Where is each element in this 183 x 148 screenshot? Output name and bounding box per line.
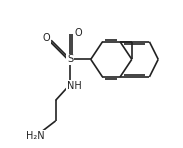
Text: O: O	[43, 33, 51, 43]
Text: H₂N: H₂N	[26, 131, 44, 141]
Text: NH: NH	[67, 81, 82, 91]
Text: S: S	[67, 54, 73, 64]
Text: O: O	[74, 28, 82, 38]
